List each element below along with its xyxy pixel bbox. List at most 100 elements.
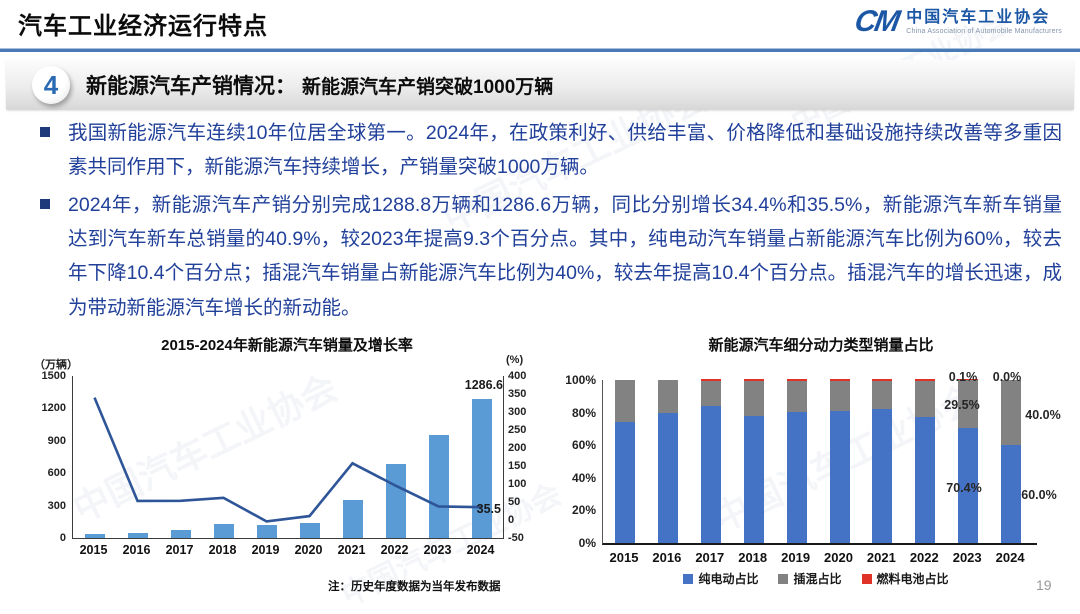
page-number: 19 bbox=[1036, 577, 1052, 593]
stack-segment-fc bbox=[700, 378, 721, 381]
x-axis-tick-label: 2022 bbox=[909, 550, 939, 565]
sales-bar bbox=[342, 499, 363, 538]
secondary-axis-tick-label: 0 bbox=[508, 514, 515, 526]
bullet-text: 我国新能源汽车连续10年位居全球第一。2024年，在政策利好、供给丰富、价格降低… bbox=[68, 122, 1062, 179]
bullet-text: 2024年，新能源汽车产销分别完成1288.8万辆和1286.6万辆，同比分别增… bbox=[68, 193, 1062, 319]
x-axis-tick-label: 2021 bbox=[337, 543, 366, 557]
x-axis-tick-label: 2024 bbox=[995, 550, 1025, 565]
logo-org-name-en: China Association of Automobile Manufact… bbox=[906, 27, 1062, 35]
x-axis-tick-label: 2020 bbox=[824, 550, 853, 565]
stack-segment-phev bbox=[786, 380, 807, 412]
y-axis-tick-label: 40% bbox=[571, 470, 596, 485]
y-axis-tick-label: 0% bbox=[578, 536, 596, 550]
stack-segment-phev bbox=[1001, 380, 1022, 446]
left-axis-unit: （万辆） bbox=[34, 359, 78, 371]
share-annotation: 70.4% bbox=[946, 481, 982, 495]
sales-bar bbox=[256, 524, 277, 538]
sales-bar bbox=[213, 524, 234, 538]
x-axis-tick-label: 2024 bbox=[466, 543, 495, 557]
bullet-square-icon bbox=[40, 198, 50, 209]
x-axis-tick-label: 2020 bbox=[294, 543, 323, 557]
x-axis-tick-label: 2018 bbox=[208, 543, 237, 557]
secondary-axis-tick-label: 250 bbox=[508, 424, 527, 436]
y-axis-tick-label: 1500 bbox=[41, 370, 66, 382]
legend-item: 插混占比 bbox=[778, 570, 842, 587]
caam-logo: CM 中国汽车工业协会 China Association of Automob… bbox=[851, 5, 1062, 38]
y-axis-tick-label: 0 bbox=[59, 532, 66, 544]
legend-item: 纯电动占比 bbox=[683, 570, 758, 587]
x-axis-tick-label: 2019 bbox=[251, 543, 280, 557]
stack-segment-fc bbox=[743, 378, 764, 381]
plot-area: 1286.6 35.5 bbox=[72, 376, 504, 539]
sales-growth-chart: 2015-2024年新能源汽车销量及增长率 （万辆） (%) 1286.6 35.… bbox=[28, 330, 536, 602]
bar-value-label: 1286.6 bbox=[464, 378, 503, 392]
x-axis-tick-label: 2016 bbox=[122, 543, 151, 557]
y-axis-tick-label: 80% bbox=[571, 405, 596, 420]
right-axis-unit: (%) bbox=[506, 354, 524, 366]
x-axis-tick-label: 2023 bbox=[423, 543, 452, 557]
sales-bar bbox=[299, 523, 320, 538]
stack-segment-fc bbox=[958, 378, 979, 381]
stack-segment-phev bbox=[657, 380, 678, 413]
bullet-list: 我国新能源汽车连续10年位居全球第一。2024年，在政策利好、供给丰富、价格降低… bbox=[38, 116, 1062, 328]
x-axis-tick-label: 2017 bbox=[165, 543, 194, 557]
sales-bar bbox=[428, 435, 449, 538]
stack-segment-bev bbox=[829, 410, 850, 543]
y-axis-tick-label: 60% bbox=[571, 438, 596, 453]
chart-title: 2015-2024年新能源汽车销量及增长率 bbox=[161, 337, 413, 354]
section-number-badge: 4 bbox=[32, 66, 70, 104]
secondary-axis-tick-label: -50 bbox=[508, 532, 524, 544]
x-axis-tick-label: 2023 bbox=[952, 550, 982, 565]
y-axis-tick-label: 600 bbox=[47, 467, 66, 480]
stack-segment-bev bbox=[915, 416, 936, 543]
line-value-label: 35.5 bbox=[476, 502, 501, 516]
stack-segment-bev bbox=[700, 406, 721, 543]
growth-polyline bbox=[93, 397, 482, 523]
section-title: 新能源汽车产销情况： bbox=[86, 75, 296, 98]
legend-label: 插混占比 bbox=[793, 572, 842, 586]
x-axis-tick-label: 2022 bbox=[380, 543, 409, 557]
legend-item: 燃料电池占比 bbox=[861, 570, 949, 587]
share-annotation: 40.0% bbox=[1025, 408, 1061, 422]
sales-bar bbox=[170, 529, 191, 538]
stack-segment-phev bbox=[829, 380, 850, 411]
plot-area bbox=[602, 378, 1037, 545]
stack-segment-bev bbox=[615, 421, 635, 543]
legend-swatch-icon bbox=[683, 573, 694, 584]
bullet-item: 我国新能源汽车连续10年位居全球第一。2024年，在政策利好、供给丰富、价格降低… bbox=[38, 116, 1062, 185]
stack-segment-bev bbox=[872, 408, 893, 543]
secondary-axis-tick-label: 150 bbox=[508, 460, 527, 472]
page-title: 汽车工业经济运行特点 bbox=[18, 13, 268, 40]
y-axis-tick-label: 20% bbox=[571, 503, 596, 518]
chart-title: 新能源汽车细分动力类型销量占比 bbox=[708, 337, 934, 354]
powertrain-share-chart: 新能源汽车细分动力类型销量占比 纯电动占比 插混占比 燃料电池占比 100% 80% 6… bbox=[556, 330, 1076, 602]
stack-segment-bev bbox=[657, 412, 678, 543]
section-banner: 4 新能源汽车产销情况： 新能源汽车产销突破1000万辆 bbox=[6, 60, 1074, 110]
stack-segment-phev bbox=[915, 380, 936, 417]
legend-label: 纯电动占比 bbox=[698, 572, 759, 586]
caam-logo-icon: CM bbox=[851, 5, 901, 38]
secondary-axis-tick-label: 400 bbox=[508, 370, 527, 382]
y-axis-tick-label: 900 bbox=[47, 434, 66, 447]
stack-segment-bev bbox=[958, 428, 979, 543]
share-annotation: 29.5% bbox=[944, 398, 980, 412]
x-axis-tick-label: 2018 bbox=[738, 550, 768, 565]
x-axis-tick-label: 2021 bbox=[866, 550, 896, 565]
share-annotation: 0.0% bbox=[992, 370, 1022, 384]
secondary-axis-tick-label: 300 bbox=[508, 406, 527, 418]
x-axis-tick-label: 2017 bbox=[695, 550, 725, 565]
secondary-axis-tick-label: 200 bbox=[508, 442, 527, 454]
stack-segment-fc bbox=[915, 378, 936, 381]
stack-segment-phev bbox=[958, 380, 979, 429]
x-axis-tick-label: 2016 bbox=[652, 550, 682, 565]
chart-legend: 纯电动占比 插混占比 燃料电池占比 bbox=[556, 570, 1076, 587]
stack-segment-phev bbox=[743, 380, 764, 416]
x-axis-tick-label: 2015 bbox=[79, 543, 108, 557]
sales-bar bbox=[127, 532, 148, 538]
share-annotation: 60.0% bbox=[1021, 488, 1057, 502]
stack-segment-bev bbox=[1001, 445, 1022, 543]
title-underline bbox=[0, 48, 1080, 52]
legend-swatch-icon bbox=[861, 573, 872, 584]
stack-segment-phev bbox=[700, 380, 721, 407]
secondary-axis-tick-label: 100 bbox=[508, 478, 527, 490]
